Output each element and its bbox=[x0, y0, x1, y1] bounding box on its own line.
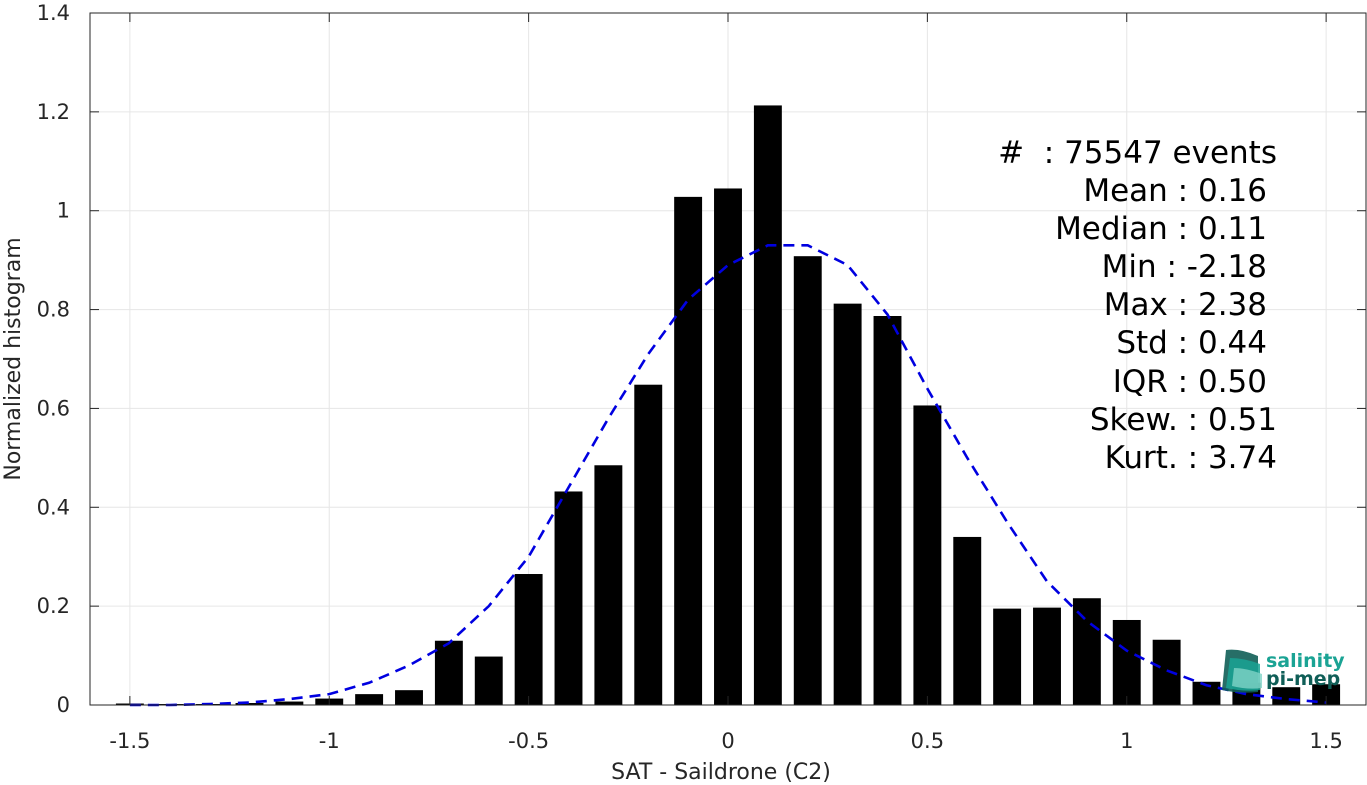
y-tick-labels: 0 0.2 0.4 0.6 0.8 1 1.2 1.4 bbox=[37, 1, 70, 717]
y-tick-label: 1 bbox=[57, 199, 70, 223]
histogram-bar bbox=[953, 536, 982, 705]
stat-mean: Mean : 0.16 bbox=[1083, 173, 1267, 209]
stat-skew: Skew. : 0.51 bbox=[1090, 402, 1277, 438]
histogram-bar bbox=[355, 694, 384, 705]
histogram-bar bbox=[434, 640, 463, 705]
histogram-bar bbox=[594, 465, 623, 705]
y-tick-label: 0.6 bbox=[37, 396, 70, 420]
axis-ticks bbox=[90, 12, 1366, 706]
x-tick-label: 1 bbox=[1120, 729, 1133, 753]
wave-logo-icon bbox=[1222, 649, 1262, 693]
x-tick-label: -1 bbox=[319, 729, 340, 753]
histogram-bar bbox=[913, 405, 942, 705]
stats-annotation: # : 75547 events Mean : 0.16 Median : 0.… bbox=[998, 135, 1277, 476]
histogram-bar bbox=[753, 105, 782, 706]
x-tick-labels: -1.5 -1 -0.5 0 0.5 1 1.5 bbox=[109, 729, 1342, 753]
stat-kurt: Kurt. : 3.74 bbox=[1105, 440, 1277, 476]
logo-text-pi-mep: pi-mep bbox=[1266, 668, 1340, 690]
fit-curve-dashed bbox=[129, 244, 1327, 707]
logo-text-salinity: salinity bbox=[1266, 650, 1345, 672]
y-tick-label: 0.4 bbox=[37, 495, 70, 519]
histogram-bar bbox=[275, 701, 304, 705]
x-tick-label: -1.5 bbox=[109, 729, 150, 753]
y-axis-label: Normalized histogram bbox=[1, 237, 26, 480]
histogram-bar bbox=[1152, 639, 1181, 705]
y-tick-label: 0.2 bbox=[37, 594, 70, 618]
y-tick-label: 0 bbox=[57, 693, 70, 717]
histogram-bar bbox=[793, 256, 822, 705]
x-tick-label: -0.5 bbox=[508, 729, 549, 753]
stat-count: # : 75547 events bbox=[998, 135, 1277, 171]
y-tick-label: 0.8 bbox=[37, 298, 70, 322]
stat-std: Std : 0.44 bbox=[1116, 325, 1267, 361]
x-tick-label: 0 bbox=[721, 729, 734, 753]
histogram-bar bbox=[514, 574, 543, 705]
stat-min: Min : -2.18 bbox=[1102, 249, 1267, 285]
histogram-bar bbox=[554, 491, 583, 705]
histogram-bar bbox=[395, 690, 423, 705]
histogram-bar bbox=[235, 703, 264, 705]
histogram-bar bbox=[1192, 681, 1221, 705]
histogram-bar bbox=[873, 315, 902, 705]
x-axis-label: SAT - Saildrone (C2) bbox=[611, 760, 831, 785]
x-tick-label: 1.5 bbox=[1309, 729, 1342, 753]
stat-median: Median : 0.11 bbox=[1055, 211, 1267, 247]
histogram-bar bbox=[833, 303, 862, 705]
histogram-bar bbox=[634, 384, 663, 705]
histogram-bar bbox=[1312, 684, 1341, 705]
histogram-bar bbox=[714, 188, 742, 705]
y-tick-label: 1.4 bbox=[37, 1, 70, 25]
stat-max: Max : 2.38 bbox=[1104, 287, 1267, 323]
histogram-bar bbox=[993, 608, 1022, 705]
salinity-pi-mep-logo: salinity pi-mep bbox=[1222, 649, 1345, 693]
stat-iqr: IQR : 0.50 bbox=[1113, 364, 1267, 400]
histogram-bar bbox=[1072, 598, 1101, 705]
x-tick-label: 0.5 bbox=[911, 729, 944, 753]
histogram-bar bbox=[674, 196, 703, 706]
histogram-bar bbox=[1033, 607, 1061, 705]
histogram-bars bbox=[115, 105, 1341, 706]
histogram-bar bbox=[474, 656, 503, 705]
histogram-bar bbox=[1112, 619, 1141, 705]
y-tick-label: 1.2 bbox=[37, 100, 70, 124]
